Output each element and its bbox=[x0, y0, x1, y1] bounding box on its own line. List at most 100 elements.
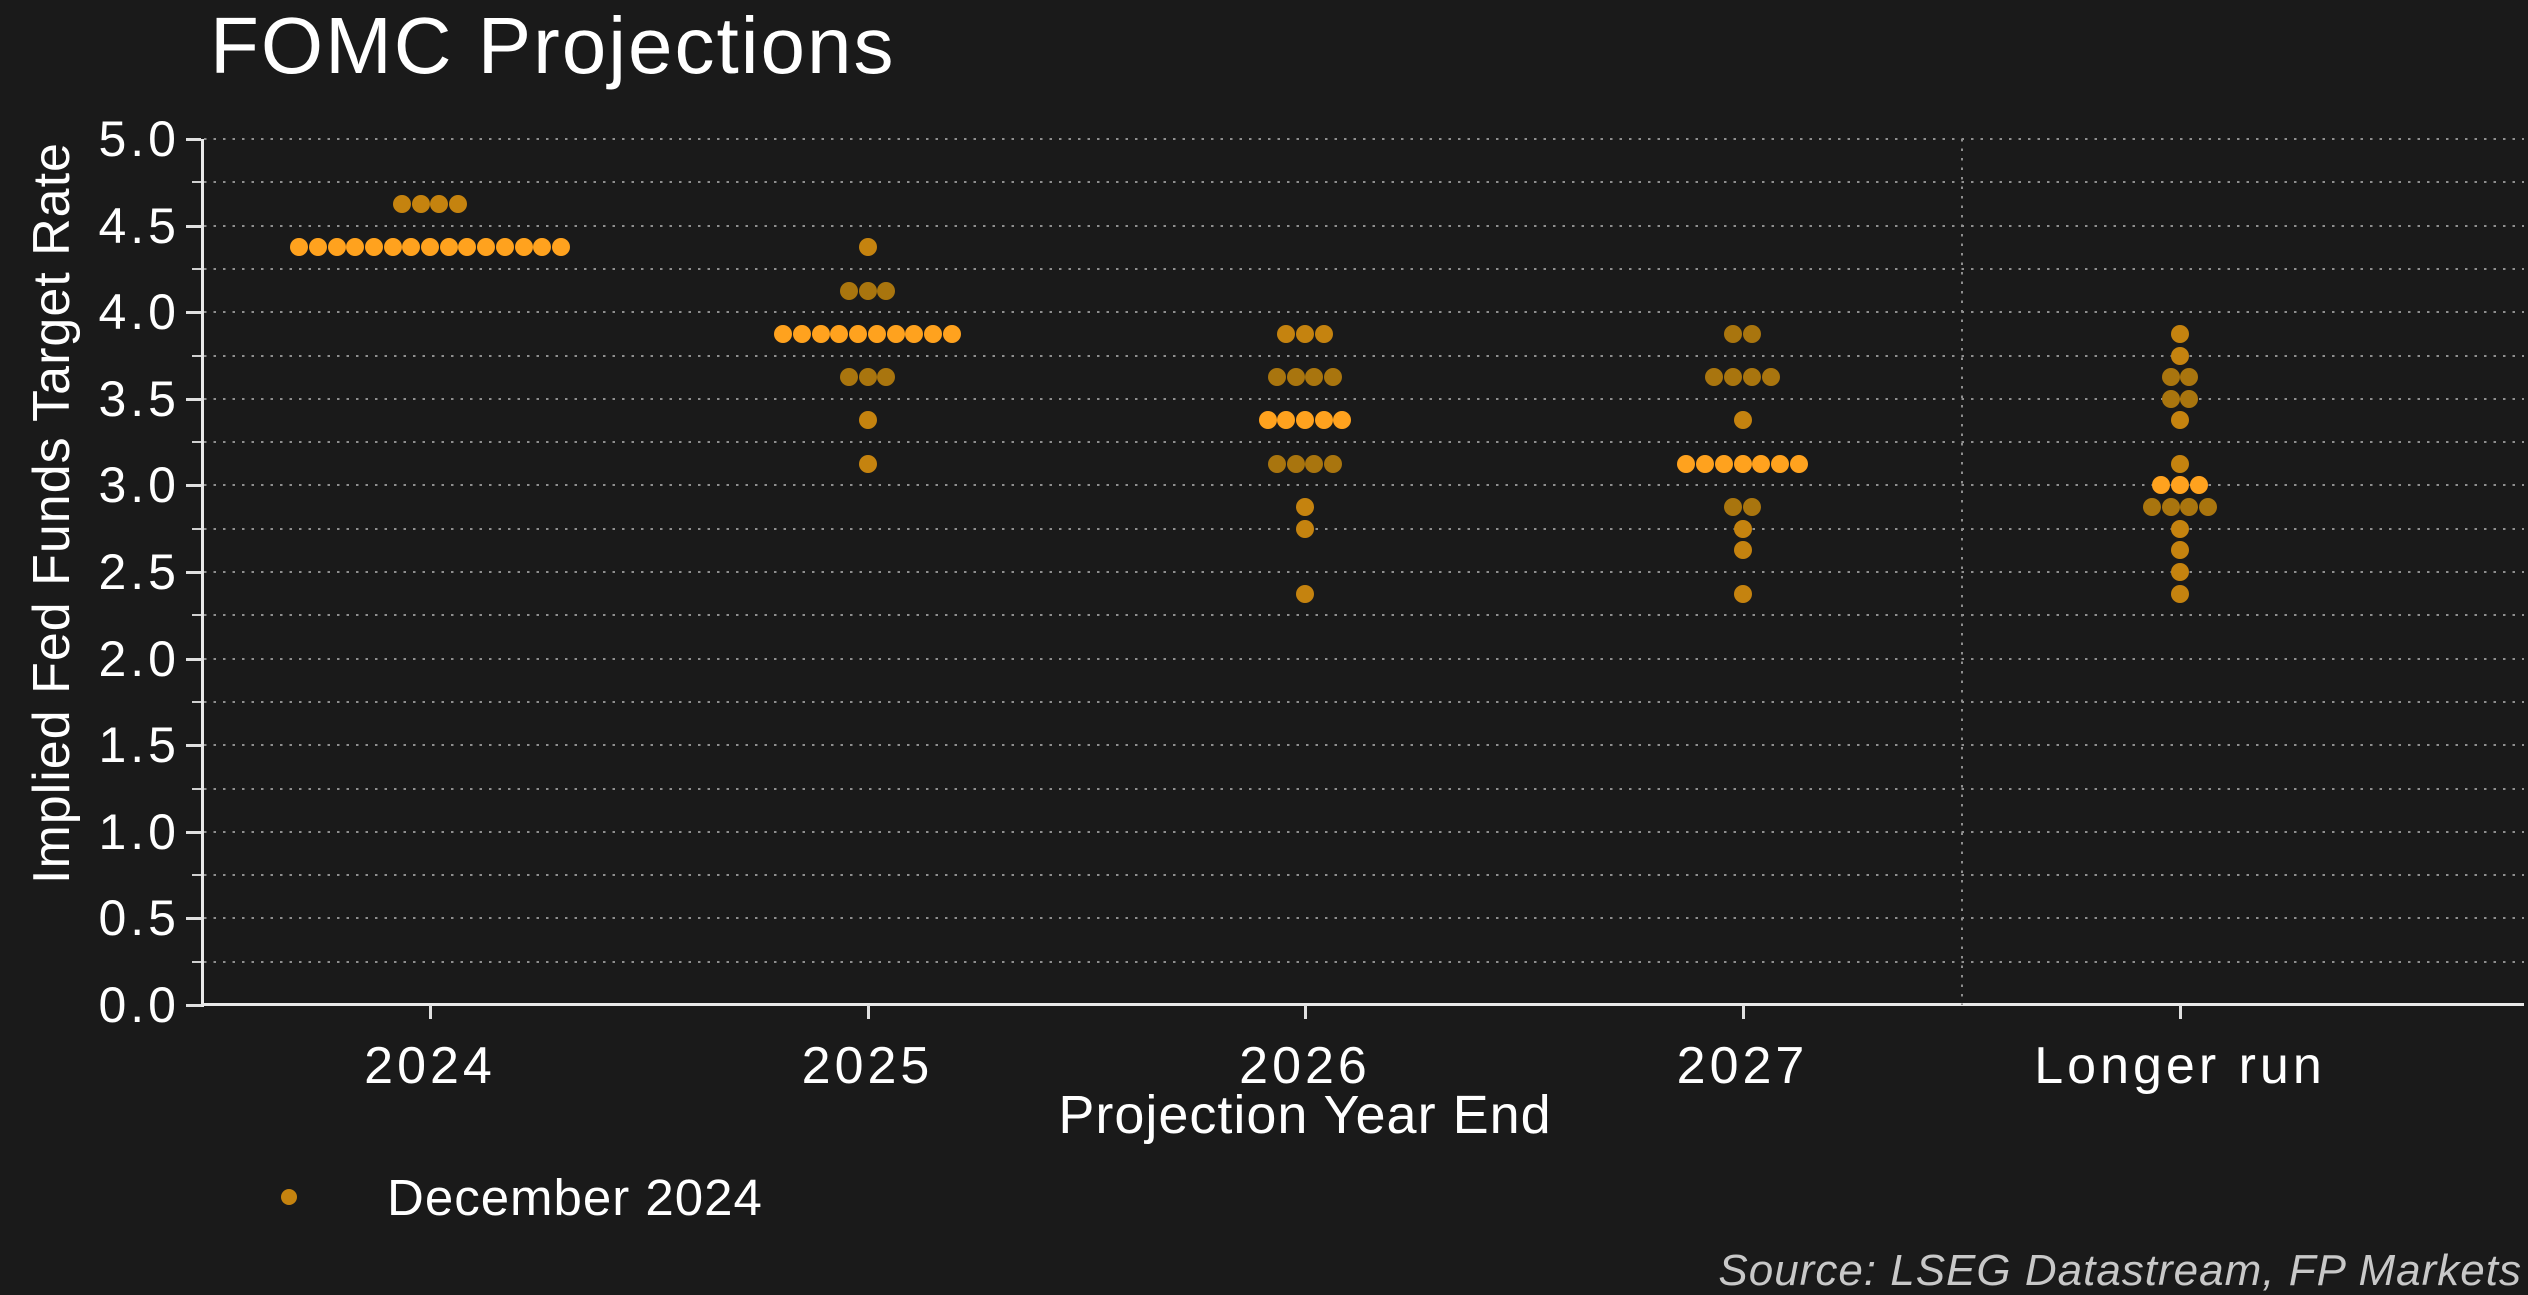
y-gridline bbox=[204, 614, 2524, 617]
y-gridline bbox=[204, 830, 2524, 833]
projection-dot bbox=[858, 281, 877, 300]
projection-dot bbox=[1733, 541, 1752, 560]
projection-dot bbox=[514, 238, 533, 257]
y-major-tick bbox=[186, 138, 201, 141]
projection-dot bbox=[2180, 389, 2199, 408]
projection-dot bbox=[327, 238, 346, 257]
y-tick-label: 2.0 bbox=[98, 630, 180, 687]
longer-run-separator-gridline bbox=[1961, 139, 1963, 1005]
projection-dot bbox=[1705, 368, 1724, 387]
projection-dot bbox=[858, 238, 877, 257]
projection-dot bbox=[1286, 368, 1305, 387]
projection-dot bbox=[849, 324, 868, 343]
projection-dot bbox=[1324, 454, 1343, 473]
projection-dot bbox=[1733, 519, 1752, 538]
x-tick-label: 2024 bbox=[364, 1037, 496, 1095]
projection-dot bbox=[877, 281, 896, 300]
projection-dot bbox=[421, 238, 439, 257]
x-tick-label: 2025 bbox=[801, 1037, 934, 1095]
y-gridline bbox=[204, 138, 2524, 140]
y-gridline bbox=[204, 917, 2524, 920]
projection-dot bbox=[2189, 476, 2208, 495]
y-gridline bbox=[204, 181, 2524, 184]
y-gridline bbox=[204, 744, 2524, 747]
projection-dot bbox=[2161, 389, 2180, 408]
projection-dot bbox=[1296, 324, 1314, 343]
projection-dot bbox=[2199, 498, 2218, 517]
y-major-tick bbox=[186, 830, 201, 834]
y-gridline bbox=[204, 527, 2524, 530]
projection-dot bbox=[383, 238, 402, 257]
projection-dot bbox=[1305, 454, 1324, 473]
projection-dot bbox=[1714, 454, 1733, 473]
y-tick-label: 4.0 bbox=[98, 284, 180, 341]
projection-dot bbox=[551, 238, 570, 257]
projection-dot bbox=[402, 238, 421, 257]
projection-dot bbox=[1305, 368, 1324, 387]
y-gridline bbox=[204, 267, 2524, 270]
projection-dot bbox=[290, 238, 309, 257]
projection-dot bbox=[2171, 324, 2189, 343]
projection-dot bbox=[1733, 411, 1752, 430]
projection-dot bbox=[1696, 454, 1715, 473]
projection-dot bbox=[477, 238, 496, 257]
projection-dot bbox=[1742, 498, 1761, 517]
projection-dot bbox=[2142, 498, 2161, 517]
projection-dot bbox=[1724, 324, 1743, 343]
x-tick bbox=[429, 1005, 432, 1019]
projection-dot bbox=[2171, 584, 2189, 603]
projection-dot bbox=[774, 324, 793, 343]
y-axis-spine bbox=[201, 139, 204, 1007]
projection-dot bbox=[495, 238, 514, 257]
projection-dot bbox=[839, 281, 858, 300]
projection-dot bbox=[392, 194, 411, 213]
y-gridline bbox=[204, 354, 2524, 357]
projection-dot bbox=[2180, 368, 2199, 387]
y-gridline bbox=[204, 571, 2524, 573]
y-gridline bbox=[204, 787, 2524, 790]
projection-dot bbox=[2171, 454, 2189, 473]
projection-dot bbox=[533, 238, 552, 257]
x-tick bbox=[866, 1005, 870, 1019]
source-attribution: Source: LSEG Datastream, FP Markets bbox=[1718, 1246, 2522, 1295]
projection-dot bbox=[1733, 584, 1752, 603]
legend-marker-dot-icon bbox=[281, 1189, 297, 1205]
y-tick-label: 1.5 bbox=[98, 717, 180, 774]
projection-dot bbox=[793, 324, 812, 343]
projection-dot bbox=[1761, 368, 1780, 387]
projection-dot bbox=[2161, 368, 2180, 387]
projection-dot bbox=[2161, 498, 2180, 517]
y-gridline bbox=[204, 311, 2524, 314]
x-axis-spine bbox=[201, 1003, 2524, 1006]
projection-dot bbox=[877, 368, 896, 387]
y-tick-label: 3.0 bbox=[98, 457, 180, 514]
projection-dot bbox=[2171, 411, 2189, 430]
x-tick bbox=[1304, 1005, 1307, 1019]
projection-dot bbox=[886, 324, 905, 343]
projection-dot bbox=[1286, 454, 1305, 473]
y-gridline bbox=[204, 700, 2524, 703]
projection-dot bbox=[858, 368, 877, 387]
x-axis-title: Projection Year End bbox=[1058, 1085, 1552, 1145]
projection-dot bbox=[1277, 411, 1296, 430]
projection-dot bbox=[2171, 563, 2189, 581]
y-major-tick bbox=[186, 917, 201, 921]
projection-dot bbox=[2180, 498, 2199, 517]
x-tick-label: 2027 bbox=[1676, 1037, 1809, 1095]
projection-dot bbox=[1324, 368, 1343, 387]
y-tick-label: 1.0 bbox=[98, 803, 180, 860]
projection-dot bbox=[923, 324, 942, 343]
projection-dot bbox=[364, 238, 383, 257]
projection-dot bbox=[1742, 368, 1761, 387]
projection-dot bbox=[942, 324, 961, 343]
projection-dot bbox=[858, 411, 877, 430]
projection-dot bbox=[1333, 411, 1352, 430]
projection-dot bbox=[2171, 476, 2189, 495]
projection-dot bbox=[449, 194, 468, 213]
y-tick-label: 4.5 bbox=[98, 197, 180, 254]
projection-dot bbox=[1752, 454, 1771, 473]
projection-dot bbox=[1267, 368, 1286, 387]
y-major-tick bbox=[186, 484, 201, 488]
projection-dot bbox=[411, 194, 430, 213]
